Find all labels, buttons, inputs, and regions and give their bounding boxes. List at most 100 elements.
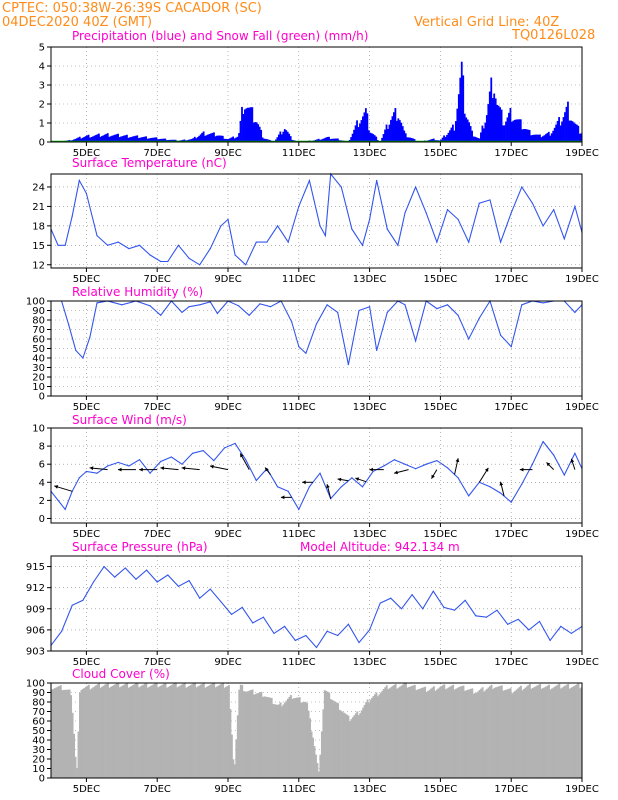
cloud-bar [266,696,269,778]
temp-xtick-label: 15DEC [424,274,458,285]
rh-point [75,349,77,351]
cloud-bar [391,686,394,778]
precip-bar [478,138,481,142]
precip-bar [531,134,534,142]
precip-bar [497,105,500,142]
press-point [528,629,530,631]
precip-bar [74,138,77,142]
precip-bar [484,122,487,142]
press-point [326,630,328,632]
precip-bar [511,121,513,142]
precip-xtick-label: 19DEC [565,148,599,159]
precip-bar [397,118,400,142]
cloud-bar [167,686,170,778]
precip-bar [109,136,112,142]
precip-bar [105,133,108,142]
precip-bar [465,117,468,142]
precip-bar [360,120,363,142]
temp-point [446,209,449,211]
cloud-bar [226,685,229,778]
rh-point [315,323,318,325]
precip-bar [143,136,146,142]
rh-point [358,309,360,312]
precip-bar [114,134,117,142]
cloud-bar [223,687,226,778]
precip-bar [190,138,193,142]
cloud-bar [492,689,494,778]
precip-bar [134,135,137,142]
precip-bar [407,137,410,142]
wind-point [181,463,183,465]
rh-point [269,306,272,308]
precip-bar [332,138,335,142]
precip-bar [151,137,153,142]
cloud-bar [371,697,373,778]
rh-point [510,346,512,348]
precip-bar [210,133,212,142]
wind-point [457,477,459,479]
wind-arrowhead [431,474,435,479]
cloud-bar [570,687,573,778]
precip-bar [133,136,136,142]
precip-bar [92,136,94,142]
wind-ytick-label: 4 [39,478,45,489]
cloud-bar [51,689,53,778]
press-point [347,623,349,625]
cloud-bar [461,686,463,778]
precip-bar [351,133,354,142]
cloud-bar [332,700,335,778]
wind-arrowhead [570,458,575,463]
cloud-bar [138,687,140,778]
cloud-bar [186,686,189,778]
cloud-bar [282,704,285,778]
cloud-bar [365,702,368,778]
cloud-bar [425,691,428,778]
cloud-bar [390,687,393,778]
precip-bar [553,127,556,142]
cloud-bar [466,689,469,778]
cloud-bar [74,756,77,778]
cloud-bar [356,711,359,778]
cloud-bar [90,688,93,778]
cloud-bar [297,697,300,778]
cloud-bar [275,704,278,778]
cloud-bar [121,685,124,778]
cloud-bar [433,686,435,778]
rh-point [209,301,211,303]
press-point [549,639,551,642]
press-point [315,646,318,649]
temp-point [71,215,73,217]
precip-ytick-label: 3 [39,81,45,92]
press-point [262,616,264,618]
cloud-bar [188,685,191,778]
cloud-bar [238,689,241,778]
press-point [71,604,73,606]
cloud-bar [317,771,320,778]
cloud-xtick-label: 9DEC [214,784,241,795]
temp-point [351,228,353,230]
precip-bar [83,137,86,142]
precip-bar [530,135,532,142]
precip-bar [226,139,229,142]
precip-bar [145,136,148,142]
wind-point [245,459,247,461]
cloud-bar [263,696,266,778]
cloud-bar [289,695,292,778]
cloud-bar [531,687,534,778]
cloud-bar [71,712,74,778]
temp-ytick-label: 15 [32,241,45,252]
precip-bar [518,119,521,142]
rh-point [376,349,378,351]
cloud-ytick-label: 90 [32,688,45,699]
temp-point [117,241,119,243]
cloud-bar [313,746,316,778]
cloud-bar [497,686,500,778]
rh-point [68,324,70,326]
wind-point [510,501,512,503]
temp-point [553,209,555,211]
cloud-ytick-label: 50 [32,726,45,737]
precip-bar [406,137,409,142]
precip-bar [490,77,493,142]
precip-bar [118,137,121,142]
precip-bar [266,139,268,142]
